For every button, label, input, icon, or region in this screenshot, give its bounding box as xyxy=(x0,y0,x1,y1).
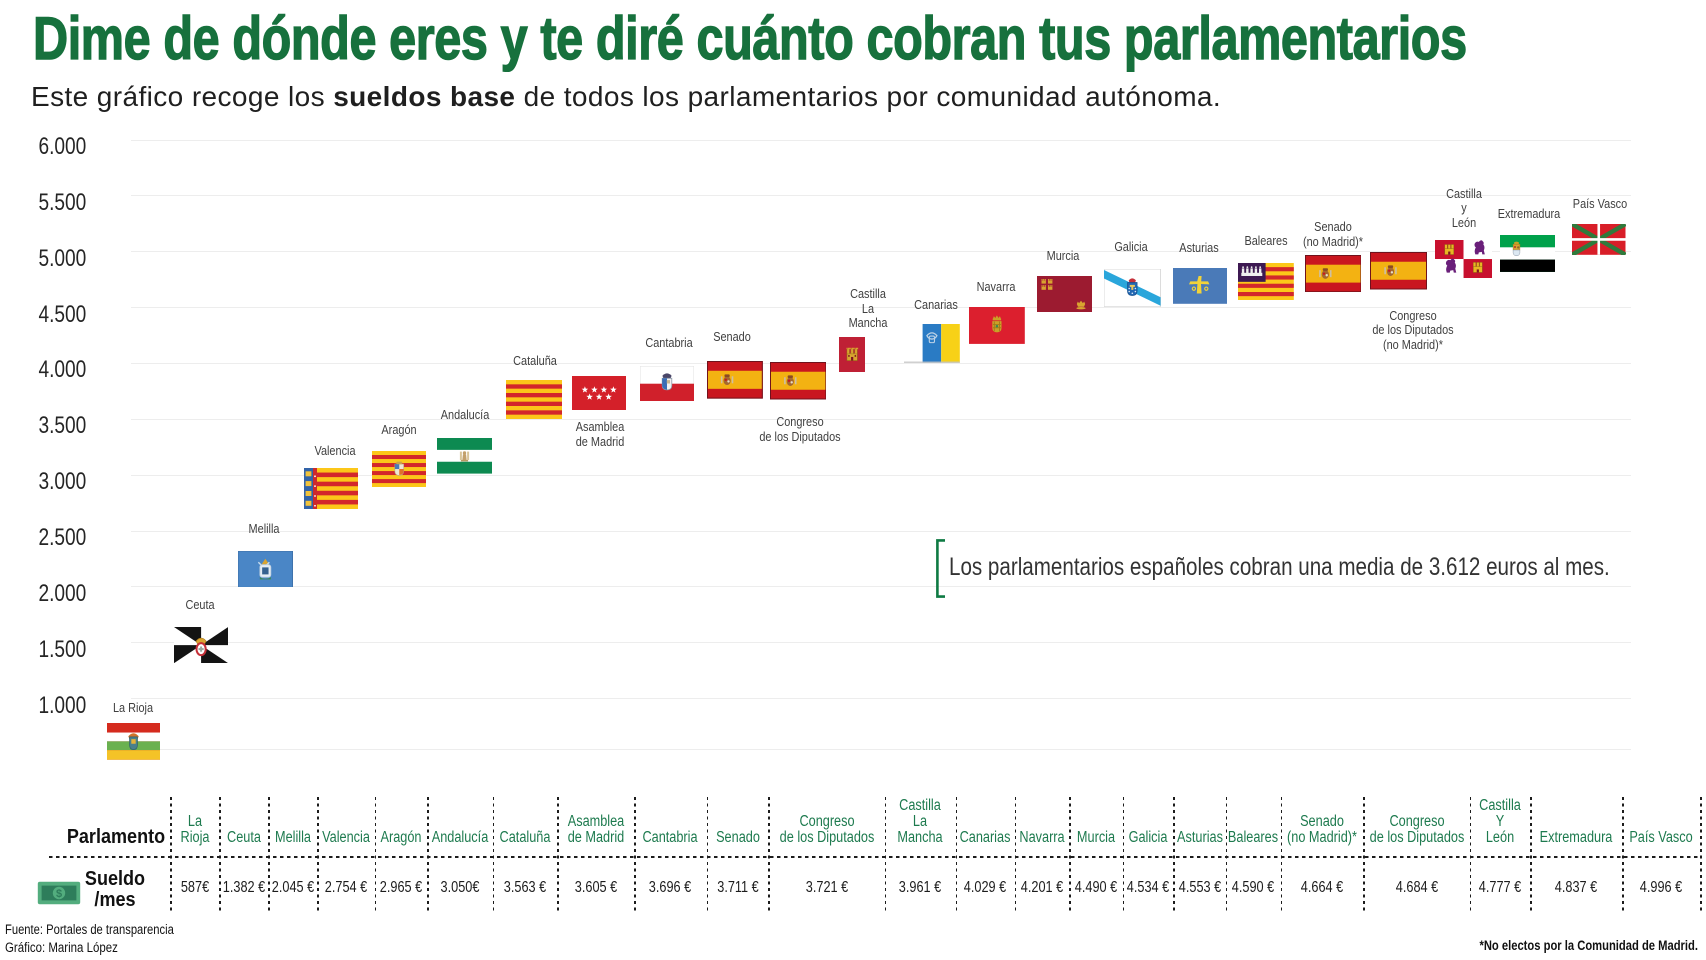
svg-text:$: $ xyxy=(56,888,62,900)
